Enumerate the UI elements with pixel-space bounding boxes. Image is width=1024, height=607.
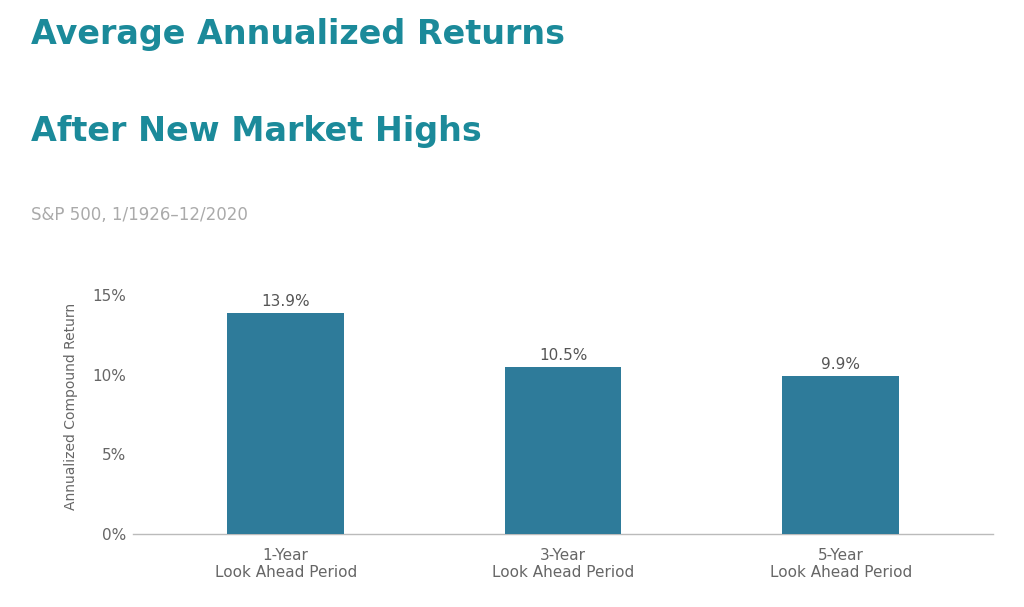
- Bar: [227, 313, 344, 534]
- Text: Average Annualized Returns: Average Annualized Returns: [31, 18, 564, 51]
- Text: S&P 500, 1/1926–12/2020: S&P 500, 1/1926–12/2020: [31, 206, 248, 225]
- Bar: [782, 376, 899, 534]
- Text: After New Market Highs: After New Market Highs: [31, 115, 481, 148]
- Text: 10.5%: 10.5%: [539, 348, 588, 363]
- Bar: [505, 367, 622, 534]
- Text: 9.9%: 9.9%: [821, 358, 860, 373]
- Text: 13.9%: 13.9%: [261, 294, 310, 309]
- Y-axis label: Annualized Compound Return: Annualized Compound Return: [65, 303, 79, 510]
